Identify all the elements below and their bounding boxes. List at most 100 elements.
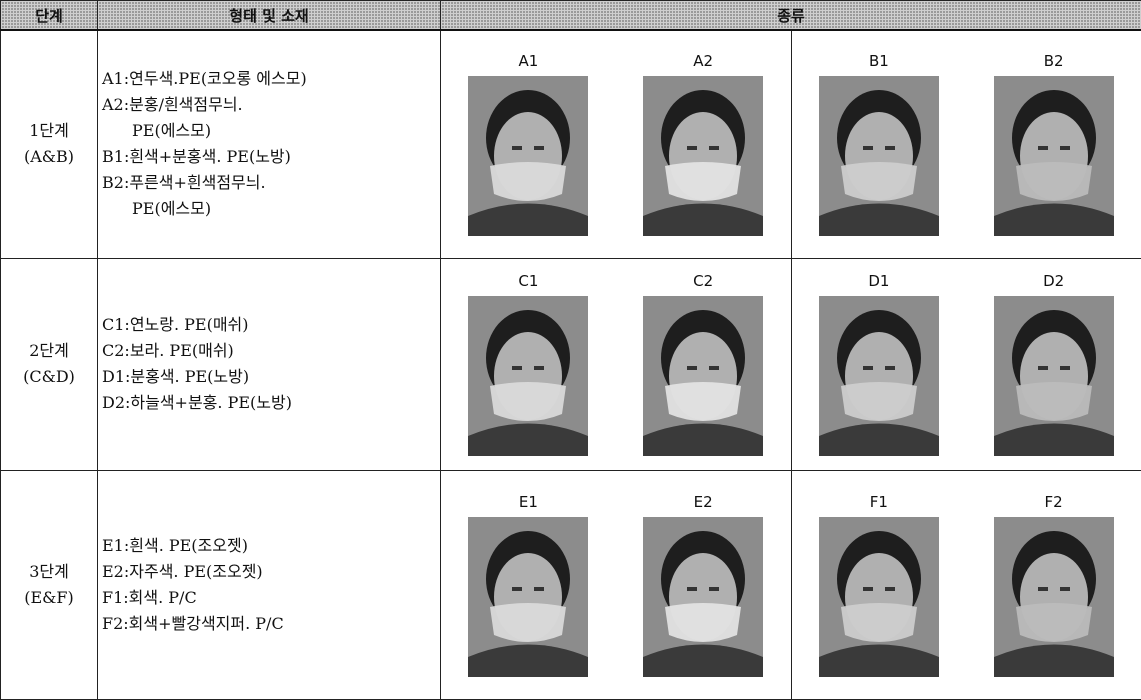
photo bbox=[819, 296, 939, 456]
item: F1 bbox=[819, 493, 939, 677]
item: A1 bbox=[468, 52, 588, 236]
description-cell: A1:연두색.PE(코오롱 에스모)A2:분홍/흰색점무늬.PE(에스모)B1:… bbox=[98, 30, 441, 258]
description-line: A1:연두색.PE(코오롱 에스모) bbox=[102, 66, 440, 92]
item-label: F1 bbox=[870, 493, 888, 511]
mask bbox=[841, 382, 917, 421]
eye bbox=[885, 587, 895, 591]
items-group: B1 B2 bbox=[791, 31, 1141, 258]
mask bbox=[841, 603, 917, 642]
item: C2 bbox=[643, 272, 763, 456]
table-row: 2단계(C&D)C1:연노랑. PE(매쉬)C2:보라. PE(매쉬)D1:분홍… bbox=[1, 258, 1141, 470]
description-line: E1:흰색. PE(조오젯) bbox=[102, 533, 440, 559]
item: B1 bbox=[819, 52, 939, 236]
description-line: PE(에스모) bbox=[102, 196, 440, 222]
photo bbox=[643, 296, 763, 456]
description-line: E2:자주색. PE(조오젯) bbox=[102, 559, 440, 585]
eye bbox=[687, 366, 697, 370]
items-cell: A1 A2 B1 B2 bbox=[441, 30, 1141, 258]
stage-text: 2단계 bbox=[1, 338, 97, 364]
item-label: C2 bbox=[693, 272, 713, 290]
mask bbox=[490, 162, 566, 201]
stage-text: (A&B) bbox=[1, 144, 97, 170]
item-label: C1 bbox=[518, 272, 538, 290]
eye bbox=[1060, 366, 1070, 370]
stage-cell: 1단계(A&B) bbox=[1, 30, 98, 258]
stage-text: 3단계 bbox=[1, 559, 97, 585]
item: C1 bbox=[468, 272, 588, 456]
header-cell: 형태 및 소재 bbox=[98, 1, 441, 31]
item: D2 bbox=[994, 272, 1114, 456]
description-line: C1:연노랑. PE(매쉬) bbox=[102, 312, 440, 338]
eye bbox=[1038, 587, 1048, 591]
items: C1 C2 D1 D2 bbox=[441, 259, 1141, 470]
eye bbox=[709, 366, 719, 370]
photo bbox=[994, 76, 1114, 236]
description-cell: C1:연노랑. PE(매쉬)C2:보라. PE(매쉬)D1:분홍색. PE(노방… bbox=[98, 258, 441, 470]
eye bbox=[687, 587, 697, 591]
stage-text: (C&D) bbox=[1, 364, 97, 390]
item: F2 bbox=[994, 493, 1114, 677]
item-label: E1 bbox=[519, 493, 538, 511]
stage-text: (E&F) bbox=[1, 585, 97, 611]
eye bbox=[1060, 587, 1070, 591]
eye bbox=[709, 587, 719, 591]
photo bbox=[643, 517, 763, 677]
description-line: D2:하늘색+분홍. PE(노방) bbox=[102, 390, 440, 416]
description-line: B1:흰색+분홍색. PE(노방) bbox=[102, 144, 440, 170]
eye bbox=[863, 146, 873, 150]
mask bbox=[1016, 162, 1092, 201]
eye bbox=[885, 366, 895, 370]
eye bbox=[512, 146, 522, 150]
item: E1 bbox=[468, 493, 588, 677]
header-cell: 단계 bbox=[1, 1, 98, 31]
items-cell: C1 C2 D1 D2 bbox=[441, 258, 1141, 470]
description-line: A2:분홍/흰색점무늬. bbox=[102, 92, 440, 118]
eye bbox=[512, 366, 522, 370]
eye bbox=[512, 587, 522, 591]
items-group: A1 A2 bbox=[441, 31, 791, 258]
mask bbox=[490, 382, 566, 421]
table-row: 1단계(A&B)A1:연두색.PE(코오롱 에스모)A2:분홍/흰색점무늬.PE… bbox=[1, 30, 1141, 258]
stage-cell: 2단계(C&D) bbox=[1, 258, 98, 470]
eye bbox=[885, 146, 895, 150]
mask bbox=[665, 162, 741, 201]
eye bbox=[534, 587, 544, 591]
mask bbox=[665, 382, 741, 421]
item-label: A1 bbox=[518, 52, 538, 70]
stage-cell: 3단계(E&F) bbox=[1, 470, 98, 699]
mask bbox=[490, 603, 566, 642]
eye bbox=[1060, 146, 1070, 150]
eye bbox=[1038, 366, 1048, 370]
item-label: F2 bbox=[1045, 493, 1063, 511]
item-label: D2 bbox=[1043, 272, 1064, 290]
eye bbox=[534, 146, 544, 150]
eye bbox=[687, 146, 697, 150]
mask bbox=[665, 603, 741, 642]
description-line: C2:보라. PE(매쉬) bbox=[102, 338, 440, 364]
item-label: B2 bbox=[1044, 52, 1064, 70]
mask bbox=[1016, 382, 1092, 421]
items: A1 A2 B1 B2 bbox=[441, 31, 1141, 258]
photo bbox=[468, 76, 588, 236]
photo bbox=[468, 296, 588, 456]
item: A2 bbox=[643, 52, 763, 236]
eye bbox=[534, 366, 544, 370]
description-line: PE(에스모) bbox=[102, 118, 440, 144]
eye bbox=[863, 587, 873, 591]
item-label: D1 bbox=[868, 272, 889, 290]
mask bbox=[841, 162, 917, 201]
eye bbox=[709, 146, 719, 150]
stage-text: 1단계 bbox=[1, 118, 97, 144]
items-group: C1 C2 bbox=[441, 259, 791, 470]
photo bbox=[643, 76, 763, 236]
description-line: F1:회색. P/C bbox=[102, 585, 440, 611]
header-cell: 종류 bbox=[441, 1, 1141, 31]
items-group: F1 F2 bbox=[791, 471, 1141, 699]
